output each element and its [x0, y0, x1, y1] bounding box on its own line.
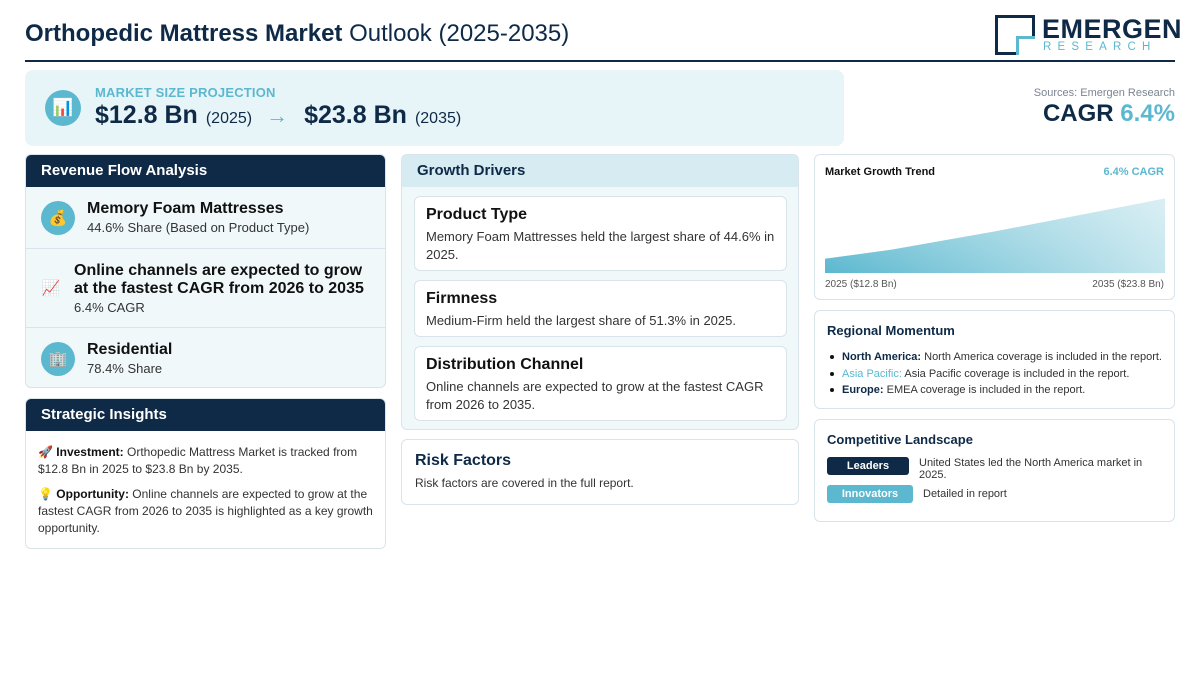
insight-label: Opportunity:: [56, 487, 129, 501]
bar-chart-icon: 📊: [45, 90, 81, 126]
cagr-value: 6.4%: [1120, 100, 1175, 127]
region-text: North America coverage is included in th…: [924, 351, 1162, 363]
trend-chart-icon: 📈: [41, 280, 61, 297]
revenue-flow-heading: Revenue Flow Analysis: [26, 155, 385, 187]
insight-opportunity: 💡 Opportunity: Online channels are expec…: [38, 486, 373, 537]
region-text: Asia Pacific coverage is included in the…: [904, 367, 1130, 380]
driver-item: Product Type Memory Foam Mattresses held…: [414, 196, 787, 271]
revenue-item-subtitle: 78.4% Share: [87, 361, 163, 376]
revenue-item-subtitle: 44.6% Share (Based on Product Type): [87, 220, 310, 235]
revenue-item-subtitle: 6.4% CAGR: [74, 300, 145, 315]
driver-text: Online channels are expected to grow at …: [426, 379, 764, 412]
insight-text: Orthopedic Mattress Market is tracked fr…: [38, 445, 358, 476]
driver-item: Distribution Channel Online channels are…: [414, 346, 787, 421]
driver-item: Firmness Medium-Firm held the largest sh…: [414, 280, 787, 337]
regional-heading: Regional Momentum: [827, 323, 955, 338]
list-item: Europe: EMEA coverage is included in the…: [827, 382, 1162, 399]
arrow-right-icon: →: [266, 103, 289, 128]
lightbulb-icon: 💡: [38, 487, 53, 501]
logo-wordmark: EMERGEN: [1042, 14, 1183, 44]
region-text: EMEA coverage is included in the report.: [886, 384, 1086, 396]
rocket-icon: 🚀: [38, 445, 53, 459]
competitive-landscape-card: Competitive Landscape Leaders United Sta…: [814, 419, 1175, 522]
growth-drivers-heading: Growth Drivers: [402, 155, 798, 187]
risk-factors-card: Risk Factors Risk factors are covered in…: [401, 439, 799, 505]
regional-list: North America: North America coverage is…: [827, 349, 1162, 399]
revenue-item-title: Residential: [87, 341, 173, 358]
list-item: Asia Pacific: Asia Pacific coverage is i…: [827, 366, 1162, 383]
logo-subtext: RESEARCH: [1043, 41, 1157, 53]
trend-cagr: 6.4% CAGR: [1103, 166, 1164, 178]
revenue-item: 🏢 Residential 78.4% Share: [26, 327, 385, 387]
sources-text: Sources: Emergen Research: [1033, 87, 1175, 99]
region-name: Europe:: [842, 384, 884, 396]
page-header: Orthopedic Mattress Market Outlook (2025…: [25, 12, 1182, 62]
regional-momentum-card: Regional Momentum North America: North A…: [814, 310, 1175, 409]
trend-title: Market Growth Trend: [825, 166, 936, 178]
region-name: North America:: [842, 351, 922, 363]
building-icon: 🏢: [41, 342, 75, 376]
leaders-text: United States led the North America mark…: [919, 457, 1143, 481]
region-name: Asia Pacific:: [842, 367, 902, 380]
end-year: (2035): [414, 110, 462, 127]
trend-start-label: 2025 ($12.8 Bn): [825, 279, 897, 290]
innovators-badge: Innovators: [827, 485, 913, 503]
market-growth-trend-card: Market Growth Trend 6.4% CAGR 2025 ($12.…: [814, 154, 1175, 300]
cagr-label: CAGR: [1042, 100, 1114, 127]
revenue-item: 📈 Online channels are expected to grow a…: [26, 248, 385, 328]
revenue-item: 💰 Memory Foam Mattresses 44.6% Share (Ba…: [26, 187, 385, 249]
driver-title: Distribution Channel: [426, 356, 584, 373]
money-bag-icon: 💰: [41, 201, 75, 235]
start-year: (2025): [205, 110, 253, 127]
innovators-row: Innovators Detailed in report: [827, 485, 1155, 503]
trend-area-highlight: [825, 198, 1165, 273]
growth-drivers-card: Growth Drivers Product Type Memory Foam …: [401, 154, 799, 430]
driver-title: Product Type: [426, 206, 528, 223]
leaders-row: Leaders United States led the North Amer…: [827, 457, 1151, 481]
start-value: $12.8 Bn: [95, 101, 198, 129]
innovators-text: Detailed in report: [923, 488, 1007, 500]
competitive-heading: Competitive Landscape: [827, 432, 973, 447]
trend-chart: [825, 198, 1165, 273]
logo-mark-icon: [995, 15, 1035, 55]
end-value: $23.8 Bn: [304, 101, 407, 129]
insight-label: Investment:: [56, 445, 124, 459]
revenue-item-title: Memory Foam Mattresses: [87, 200, 284, 217]
insight-text: Online channels are expected to grow at …: [38, 487, 373, 535]
strategic-insights-card: Strategic Insights 🚀 Investment: Orthope…: [25, 398, 386, 549]
page-title-rest: Outlook (2025-2035): [349, 20, 570, 47]
page-title-bold: Orthopedic Mattress Market: [25, 20, 343, 47]
driver-text: Memory Foam Mattresses held the largest …: [426, 229, 775, 262]
risk-title: Risk Factors: [415, 452, 512, 469]
market-size-projection: 📊 MARKET SIZE PROJECTION $12.8 Bn (2025)…: [25, 70, 844, 146]
projection-label: MARKET SIZE PROJECTION: [95, 85, 276, 100]
strategic-insights-heading: Strategic Insights: [26, 399, 385, 431]
driver-title: Firmness: [426, 290, 498, 307]
strategic-insights-body: 🚀 Investment: Orthopedic Mattress Market…: [26, 431, 385, 537]
driver-text: Medium-Firm held the largest share of 51…: [426, 313, 736, 328]
insight-investment: 🚀 Investment: Orthopedic Mattress Market…: [38, 444, 373, 478]
cagr-summary: CAGR 6.4%: [1043, 100, 1175, 128]
brand-logo: EMERGEN RESEARCH: [995, 14, 1182, 56]
revenue-item-title: Online channels are expected to grow at …: [74, 262, 364, 297]
risk-text: Risk factors are covered in the full rep…: [415, 476, 634, 490]
trend-end-label: 2035 ($23.8 Bn): [1092, 279, 1164, 290]
leaders-badge: Leaders: [827, 457, 909, 475]
page-title: Orthopedic Mattress Market Outlook (2025…: [25, 20, 569, 48]
projection-values: $12.8 Bn (2025) → $23.8 Bn (2035): [95, 101, 461, 130]
revenue-flow-card: Revenue Flow Analysis 💰 Memory Foam Matt…: [25, 154, 386, 388]
list-item: North America: North America coverage is…: [827, 349, 1162, 366]
